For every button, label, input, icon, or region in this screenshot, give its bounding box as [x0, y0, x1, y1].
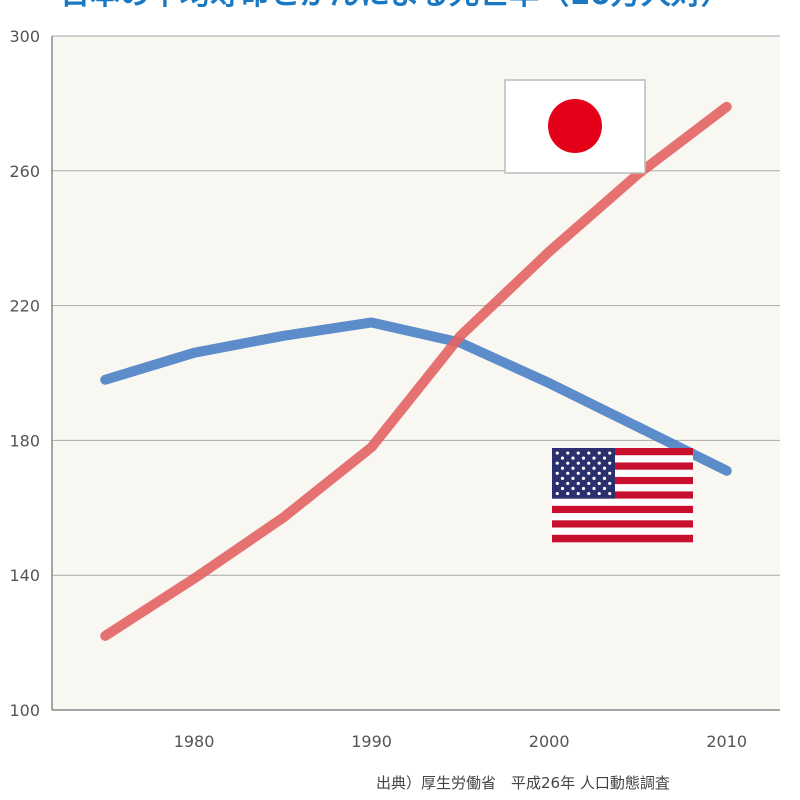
- series-lines: [100, 101, 732, 641]
- series-line-japan-flag: [100, 101, 732, 641]
- source-note: 出典）厚生労働省 平成26年 人口動態調査: [376, 774, 670, 792]
- x-tick-labels: 1980 1990 2000 2010: [174, 732, 747, 751]
- x-tick-label: 2000: [529, 732, 570, 751]
- y-tick-label: 260: [9, 162, 40, 181]
- y-tick-labels: 100 140 180 220 260 300: [9, 27, 40, 720]
- series-line-usa-flag: [100, 317, 732, 476]
- x-tick-label: 2010: [706, 732, 747, 751]
- y-tick-label: 180: [9, 431, 40, 450]
- y-tick-label: 220: [9, 297, 40, 316]
- plot-area: [52, 36, 780, 710]
- chart-title: 日本の平均寿命とがんによる死亡率（10万人対）: [60, 0, 731, 12]
- x-tick-label: 1980: [174, 732, 215, 751]
- y-tick-label: 100: [9, 701, 40, 720]
- axes: [51, 36, 780, 711]
- x-tick-label: 1990: [351, 732, 392, 751]
- y-tick-label: 140: [9, 566, 40, 585]
- japan-flag: [504, 79, 646, 174]
- usa-flag: [552, 448, 693, 543]
- y-tick-label: 300: [9, 27, 40, 46]
